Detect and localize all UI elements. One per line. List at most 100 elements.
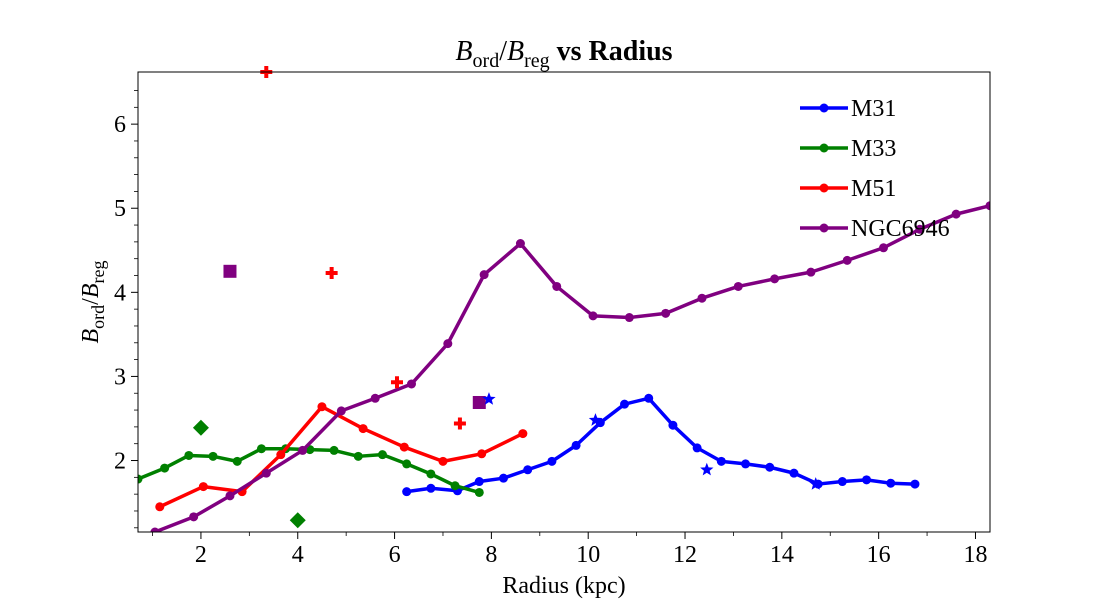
plus-marker [390, 376, 403, 389]
chart-title: Bord/Breg vs Radius [455, 36, 672, 72]
data-point-m31 [498, 473, 508, 483]
x-tick-label: 10 [576, 542, 600, 568]
data-point-m31 [716, 456, 726, 466]
data-point-m33 [256, 444, 266, 454]
data-point-m31 [668, 420, 678, 430]
legend-marker-m51 [819, 183, 829, 193]
data-point-ngc6946 [951, 209, 961, 219]
data-point-ngc6946 [985, 201, 990, 211]
data-point-m33 [450, 481, 460, 491]
data-point-m31 [789, 468, 799, 478]
x-tick-label: 2 [195, 542, 207, 568]
data-point-ngc6946 [588, 311, 598, 321]
x-axis-label: Radius (kpc) [502, 573, 625, 599]
data-point-m51 [198, 482, 208, 492]
data-point-m33 [232, 456, 242, 466]
legend-label-m31: M31 [851, 96, 896, 122]
data-point-m51 [399, 442, 409, 452]
data-point-ngc6946 [806, 267, 816, 277]
y-tick-label: 3 [114, 364, 126, 390]
data-point-m33 [474, 487, 484, 497]
star-marker [809, 477, 823, 490]
square-marker [472, 395, 486, 409]
data-point-m51 [317, 402, 327, 412]
diamond-marker [289, 512, 306, 529]
data-point-m31 [644, 393, 654, 403]
series-line-m31 [406, 396, 916, 494]
data-point-m31 [620, 399, 630, 409]
y-tick-label: 5 [114, 196, 126, 222]
data-point-m33 [138, 474, 143, 484]
data-point-ngc6946 [552, 281, 562, 291]
x-tick-label: 14 [770, 542, 794, 568]
x-tick-label: 16 [867, 542, 891, 568]
diamond-marker [192, 419, 209, 436]
data-point-m33 [208, 451, 218, 461]
data-point-m51 [477, 449, 487, 459]
data-point-ngc6946 [624, 313, 634, 323]
series-line-ngc6946 [154, 204, 990, 532]
data-point-m33 [402, 459, 412, 469]
data-point-ngc6946 [770, 274, 780, 284]
data-point-ngc6946 [150, 527, 160, 532]
x-tick-label: 6 [389, 542, 401, 568]
x-tick-label: 12 [673, 542, 697, 568]
data-point-m31 [862, 475, 872, 485]
star-marker [588, 413, 603, 426]
series-line-m51 [159, 404, 524, 509]
data-point-m33 [353, 451, 363, 461]
data-point-m31 [741, 459, 751, 469]
data-point-ngc6946 [733, 281, 743, 291]
data-point-m51 [438, 456, 448, 466]
data-point-m31 [426, 483, 436, 493]
data-point-m31 [523, 465, 533, 475]
data-point-m33 [426, 469, 436, 479]
data-point-m31 [692, 443, 702, 453]
data-point-m51 [276, 450, 286, 460]
data-point-m33 [184, 450, 194, 460]
data-point-m33 [160, 463, 170, 473]
square-marker [223, 264, 237, 278]
x-tick-label: 18 [963, 542, 987, 568]
data-point-ngc6946 [661, 308, 671, 318]
plus-marker [453, 417, 466, 430]
data-point-ngc6946 [879, 243, 888, 253]
data-point-ngc6946 [261, 468, 271, 478]
data-point-ngc6946 [915, 224, 925, 234]
data-point-m31 [765, 462, 775, 472]
data-point-m31 [837, 477, 847, 487]
data-point-ngc6946 [479, 270, 489, 280]
data-point-m31 [910, 479, 920, 489]
data-point-ngc6946 [189, 512, 199, 522]
data-point-m51 [358, 424, 368, 434]
data-point-m31 [886, 478, 896, 488]
star-marker [700, 462, 714, 476]
data-point-ngc6946 [443, 339, 453, 349]
data-point-m31 [402, 487, 412, 497]
legend-marker-ngc6946 [819, 223, 829, 233]
data-point-m33 [329, 445, 339, 455]
y-tick-label: 6 [114, 112, 126, 138]
legend-label-ngc6946: NGC6946 [851, 216, 950, 242]
plot-frame [137, 71, 991, 533]
data-point-m31 [547, 456, 557, 466]
data-point-ngc6946 [298, 445, 308, 455]
data-point-m33 [377, 450, 387, 460]
data-point-m51 [518, 429, 528, 439]
legend: M31 M33 M51 NGC6946 [800, 96, 950, 242]
data-point-ngc6946 [842, 255, 852, 265]
x-tick-label: 4 [292, 542, 304, 568]
data-point-m51 [155, 502, 165, 512]
legend-label-m33: M33 [851, 136, 896, 162]
data-point-ngc6946 [515, 239, 525, 249]
data-point-ngc6946 [697, 293, 707, 303]
data-point-ngc6946 [336, 406, 346, 416]
star-marker [482, 392, 496, 405]
data-point-ngc6946 [370, 393, 380, 403]
legend-label-m51: M51 [851, 176, 896, 202]
legend-marker-m31 [819, 103, 829, 113]
y-tick-label: 4 [114, 280, 126, 306]
data-point-ngc6946 [407, 379, 417, 389]
plus-marker [325, 266, 338, 279]
